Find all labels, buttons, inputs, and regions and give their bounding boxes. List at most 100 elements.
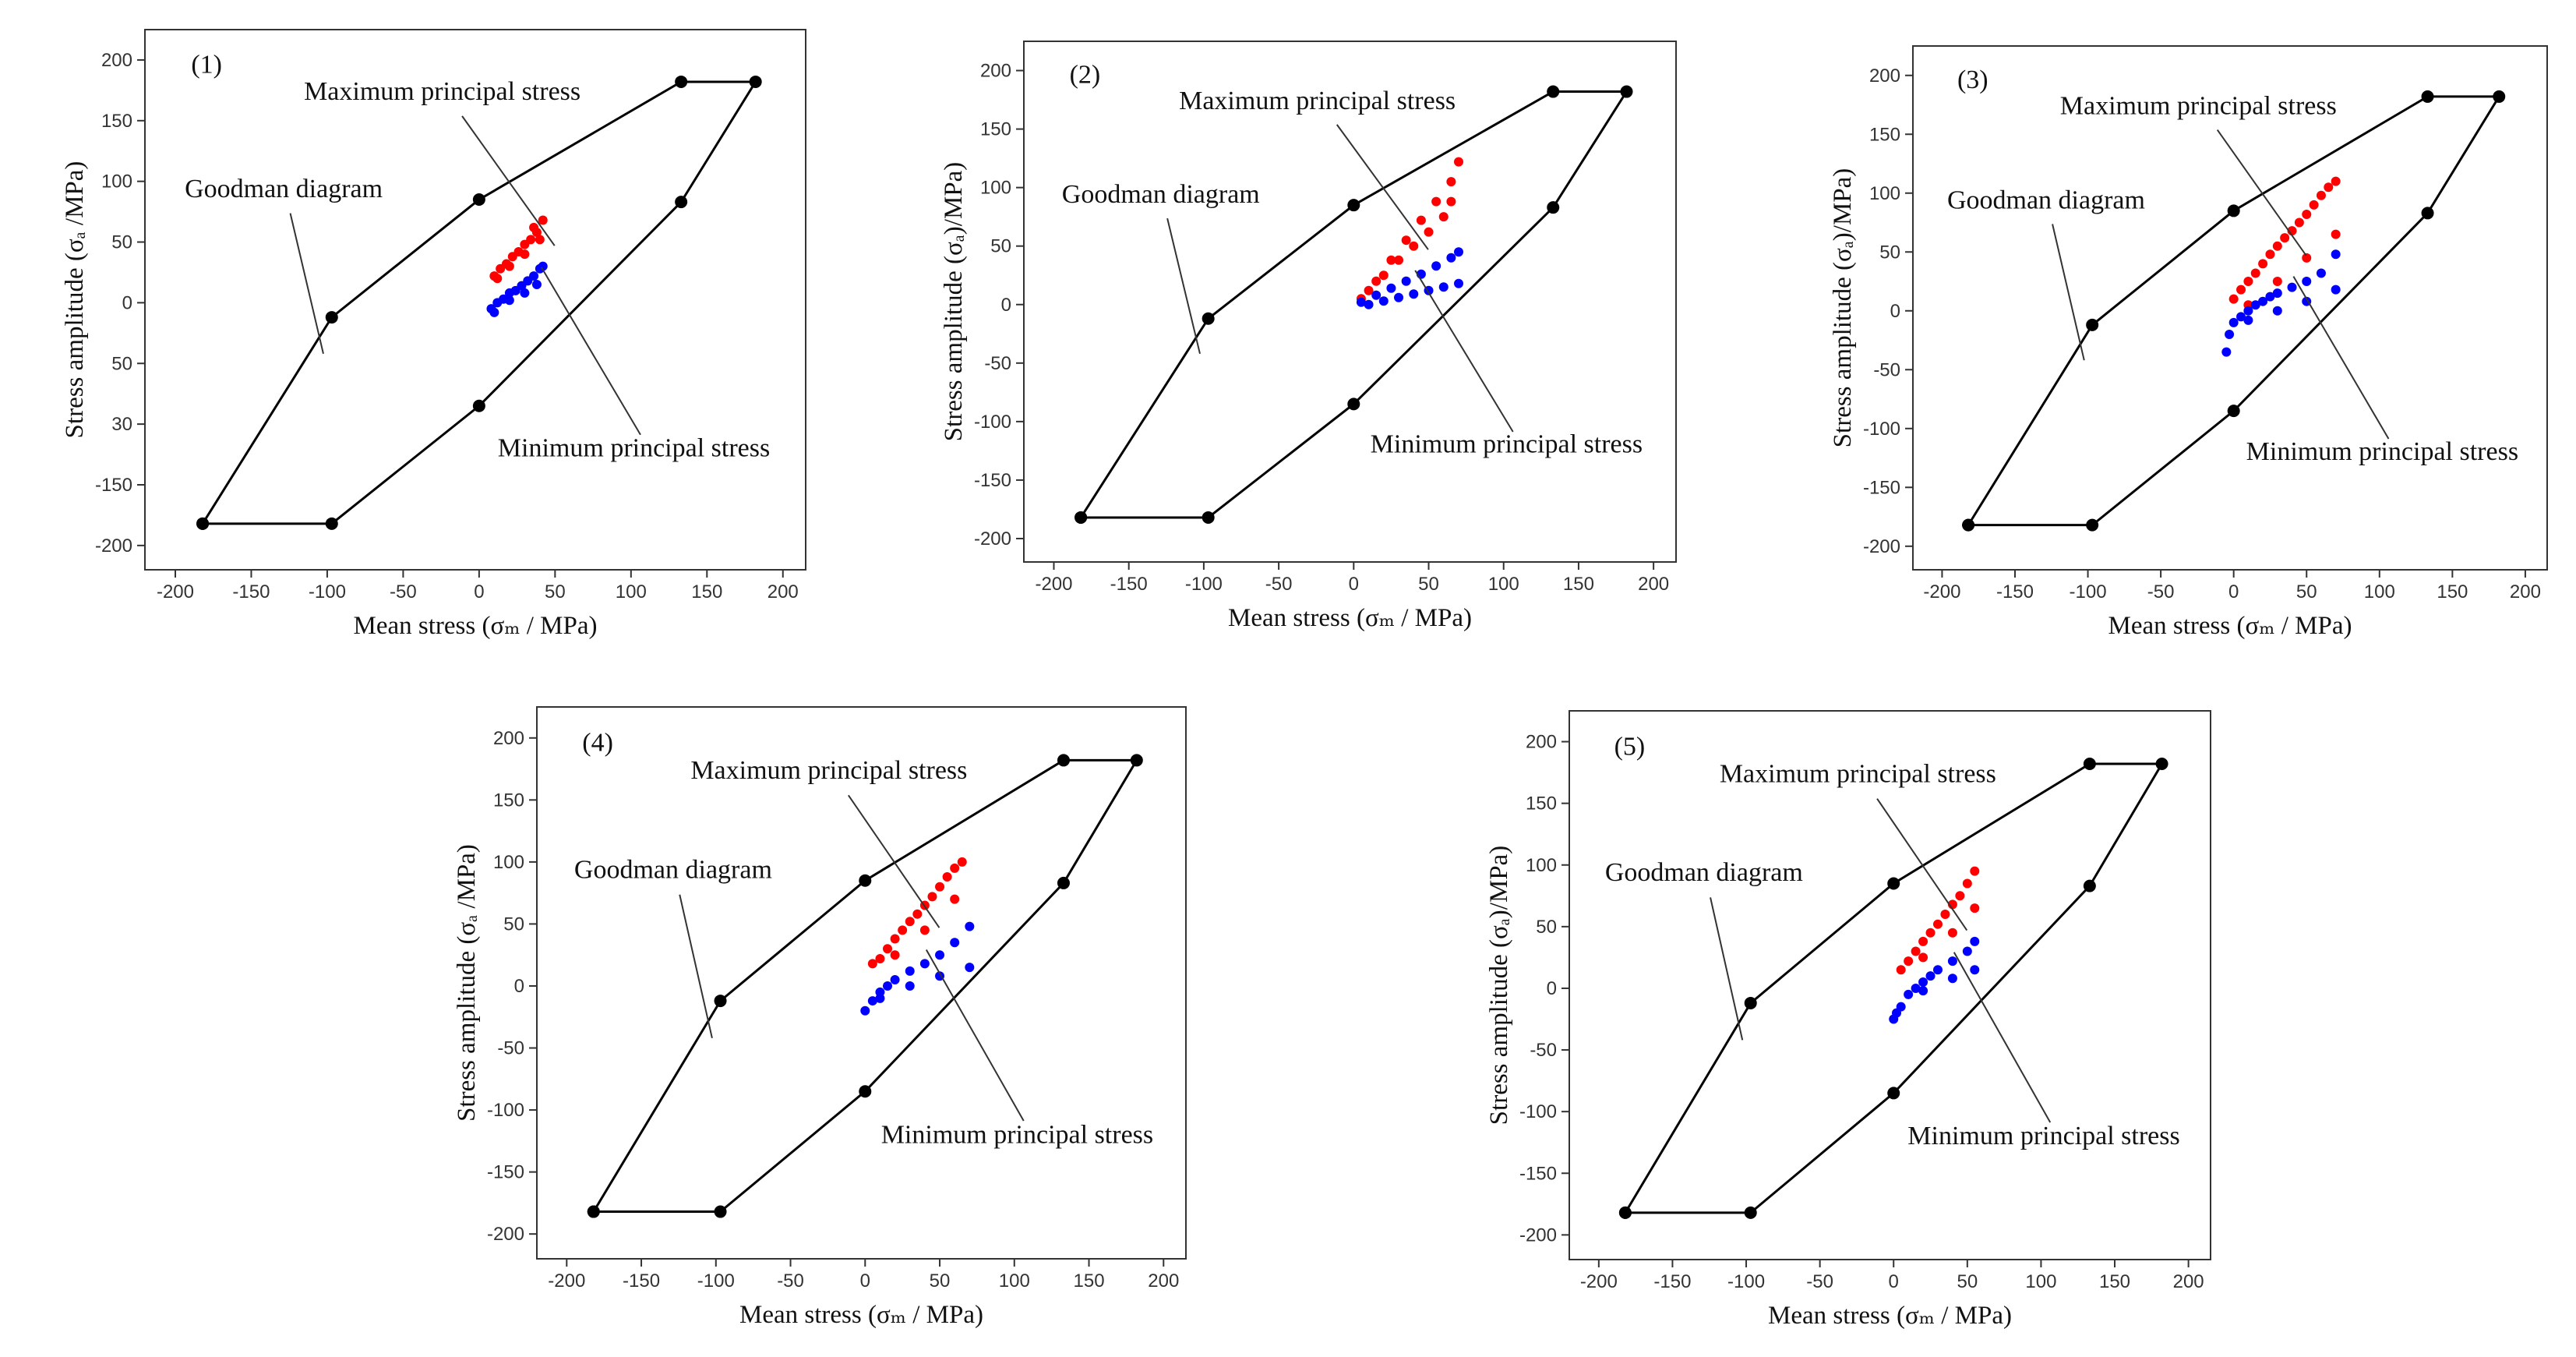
stress-point (1371, 290, 1382, 300)
leader-line (925, 949, 1025, 1122)
stress-point (912, 909, 923, 919)
leader-line (1166, 217, 1201, 355)
goodman-vertex (675, 75, 688, 88)
stress-point (1970, 965, 1980, 975)
stress-point (1962, 878, 1972, 889)
x-tick-label: -200 (157, 581, 194, 603)
stress-point (1925, 928, 1936, 938)
stress-point (957, 857, 967, 867)
x-tick-label: -150 (1996, 581, 2034, 603)
goodman-vertex (859, 874, 872, 887)
goodman-vertex (2227, 405, 2240, 418)
annotation: Maximum principal stress (304, 77, 580, 106)
x-tick-label: -200 (1923, 581, 1960, 603)
y-tick-label: 200 (101, 50, 132, 71)
stress-point (1378, 296, 1389, 306)
x-tick-label: 100 (616, 581, 647, 603)
x-tick-label: 100 (1488, 574, 1519, 595)
stress-point (2265, 292, 2275, 302)
annotation: Goodman diagram (1605, 858, 1803, 887)
x-tick-label: 150 (2099, 1271, 2130, 1292)
x-tick-label: 0 (2228, 581, 2239, 603)
annotation: Goodman diagram (1947, 186, 2145, 214)
x-tick-label: 150 (1563, 574, 1594, 595)
annotation: Minimum principal stress (2246, 437, 2518, 466)
x-axis-label: Mean stress (σₘ / MPa) (1768, 1302, 2012, 1330)
y-tick-label: 100 (1526, 855, 1557, 876)
goodman-vertex (1057, 754, 1070, 767)
y-tick-label: -200 (487, 1224, 524, 1245)
annotation: Minimum principal stress (1907, 1122, 2179, 1150)
stress-point (1955, 891, 1965, 901)
goodman-vertex (749, 75, 762, 88)
stress-point (531, 280, 542, 290)
x-tick-label: -50 (1806, 1271, 1833, 1292)
stress-point (950, 863, 960, 873)
goodman-vertex (859, 1085, 872, 1098)
stress-point (942, 871, 952, 882)
goodman-vertex (196, 517, 210, 530)
x-axis-label: Mean stress (σₘ / MPa) (1228, 604, 1472, 632)
stress-point (2228, 294, 2239, 304)
y-tick-label: -150 (974, 470, 1011, 491)
goodman-vertex (675, 196, 688, 209)
y-tick-label: 100 (980, 178, 1011, 199)
y-axis-label: Stress amplitude (σₐ)/MPa) (940, 162, 968, 442)
stress-point (2324, 182, 2334, 193)
goodman-vertex (1202, 312, 1215, 325)
leader-line (1336, 124, 1429, 250)
stress-point (1454, 247, 1463, 257)
stress-point (890, 975, 900, 985)
goodman-vertex (1887, 877, 1900, 890)
y-tick-label: -150 (1863, 477, 1900, 498)
y-tick-label: 50 (1879, 242, 1900, 263)
x-tick-label: -150 (1110, 574, 1148, 595)
stress-point (520, 249, 530, 260)
x-tick-label: -50 (2147, 581, 2175, 603)
stress-point (2309, 200, 2319, 210)
stress-point (2302, 209, 2312, 219)
stress-point (2316, 268, 2326, 278)
y-tick-label: -150 (487, 1162, 524, 1183)
stress-point (1970, 903, 1980, 914)
y-tick-label: 50 (1536, 917, 1557, 938)
leader-line (1876, 798, 1968, 931)
stress-point (1401, 235, 1411, 246)
stress-point (535, 235, 545, 245)
leader-line (2216, 129, 2307, 256)
y-tick-label: -100 (1519, 1101, 1557, 1122)
stress-point (1371, 276, 1382, 286)
annotation: Goodman diagram (574, 855, 772, 884)
stress-point (1918, 936, 1928, 946)
y-tick-label: -50 (1873, 359, 1900, 380)
stress-point (1932, 965, 1943, 975)
x-tick-label: 50 (930, 1270, 951, 1292)
stress-point (890, 934, 900, 944)
stress-point (2228, 317, 2239, 327)
stress-point (2331, 229, 2341, 239)
stress-point (2236, 312, 2246, 322)
x-tick-label: 50 (2296, 581, 2317, 603)
annotation: Maximum principal stress (690, 756, 967, 785)
stress-point (2221, 347, 2232, 357)
y-tick-label: 50 (503, 914, 524, 935)
y-tick-label: 100 (493, 852, 524, 873)
stress-point (492, 274, 503, 284)
goodman-vertex (1130, 754, 1143, 767)
stress-point (504, 295, 514, 306)
goodman-vertex (2493, 90, 2506, 103)
y-tick-label: 0 (514, 976, 524, 997)
goodman-vertex (714, 1205, 727, 1218)
y-tick-label: -200 (1863, 536, 1900, 557)
goodman-vertex (1347, 398, 1360, 411)
x-tick-label: 50 (1418, 574, 1439, 595)
stress-point (2302, 253, 2312, 263)
stress-point (1394, 292, 1404, 302)
stress-point (1970, 936, 1980, 946)
stress-point (1892, 1008, 1902, 1018)
x-tick-label: -150 (623, 1270, 660, 1292)
y-tick-label: 150 (101, 111, 132, 132)
y-tick-label: 200 (980, 61, 1011, 82)
goodman-vertex (325, 311, 338, 324)
panel-label: (4) (582, 729, 613, 758)
